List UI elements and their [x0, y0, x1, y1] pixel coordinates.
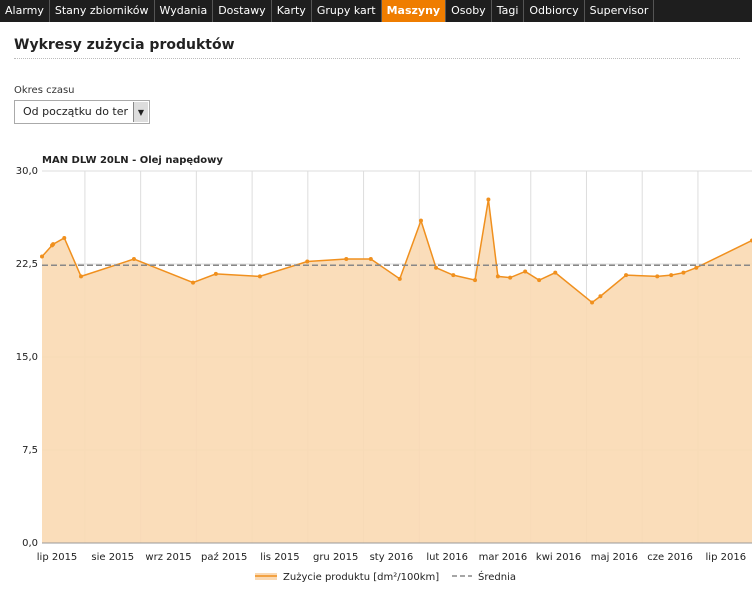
filter-label: Okres czasu [14, 85, 75, 96]
period-select[interactable]: Od początku do ter ▼ [14, 100, 150, 124]
nav-item[interactable]: Wydania [155, 0, 214, 22]
point [537, 278, 542, 283]
point [681, 270, 686, 275]
point [213, 271, 218, 276]
nav-item[interactable]: Osoby [446, 0, 492, 22]
nav-item[interactable]: Tagi [492, 0, 525, 22]
point [694, 265, 699, 270]
x-tick-label: gru 2015 [313, 552, 358, 563]
nav-item[interactable]: Maszyny [381, 0, 447, 22]
y-tick-label: 15,0 [16, 352, 38, 363]
point [344, 257, 349, 262]
point [434, 265, 439, 270]
x-tick-label: wrz 2015 [145, 552, 191, 563]
point [523, 269, 528, 274]
chart-title: MAN DLW 20LN - Olej napędowy [42, 155, 223, 166]
divider [14, 58, 740, 59]
y-tick-label: 30,0 [16, 166, 38, 177]
point [590, 300, 595, 305]
point [79, 274, 84, 279]
nav-item[interactable]: Dostawy [213, 0, 272, 22]
point [669, 273, 674, 278]
dropdown-arrow[interactable]: ▼ [133, 102, 148, 122]
legend-label: Średnia [478, 570, 516, 583]
point [62, 235, 67, 240]
point [598, 294, 603, 299]
point [473, 278, 478, 283]
x-tick-label: sie 2015 [91, 552, 134, 563]
point [40, 254, 44, 259]
x-tick-label: paź 2015 [201, 551, 247, 563]
x-tick-label: lip 2015 [37, 552, 78, 563]
point [655, 274, 660, 279]
point [191, 280, 196, 285]
x-tick-label: lip 2016 [706, 552, 747, 563]
point [131, 257, 136, 262]
point [397, 276, 402, 281]
x-tick-label: sty 2016 [370, 552, 414, 563]
legend-label: Zużycie produktu [dm²/100km] [283, 572, 439, 583]
nav-item[interactable]: Grupy kart [312, 0, 382, 22]
nav-item[interactable]: Stany zbiorników [50, 0, 155, 22]
x-tick-label: lis 2015 [260, 552, 299, 563]
point [486, 197, 491, 202]
nav-item[interactable]: Alarmy [0, 0, 50, 22]
point [257, 274, 262, 279]
y-tick-label: 7,5 [22, 445, 38, 456]
x-tick-label: lut 2016 [426, 552, 468, 563]
point [451, 273, 456, 278]
x-tick-label: kwi 2016 [536, 552, 581, 563]
y-tick-label: 0,0 [22, 538, 38, 549]
page-title: Wykresy zużycia produktów [14, 37, 235, 53]
area [42, 199, 752, 543]
selected-option: Od początku do ter [23, 105, 129, 118]
y-tick-label: 22,5 [16, 259, 38, 270]
x-tick-label: maj 2016 [591, 552, 638, 563]
point [305, 259, 310, 264]
point [624, 273, 629, 278]
point [508, 275, 513, 280]
nav-bar: Alarmy Stany zbiorników Wydania Dostawy Kart… [0, 0, 752, 22]
point [418, 218, 423, 223]
nav-item[interactable]: Odbiorcy [524, 0, 585, 22]
nav-item[interactable]: Supervisor [585, 0, 655, 22]
point [495, 274, 500, 279]
point [368, 257, 373, 262]
x-tick-label: cze 2016 [647, 552, 693, 563]
point [553, 270, 558, 275]
point [51, 242, 56, 247]
nav-item[interactable]: Karty [272, 0, 312, 22]
x-tick-label: mar 2016 [479, 552, 528, 563]
